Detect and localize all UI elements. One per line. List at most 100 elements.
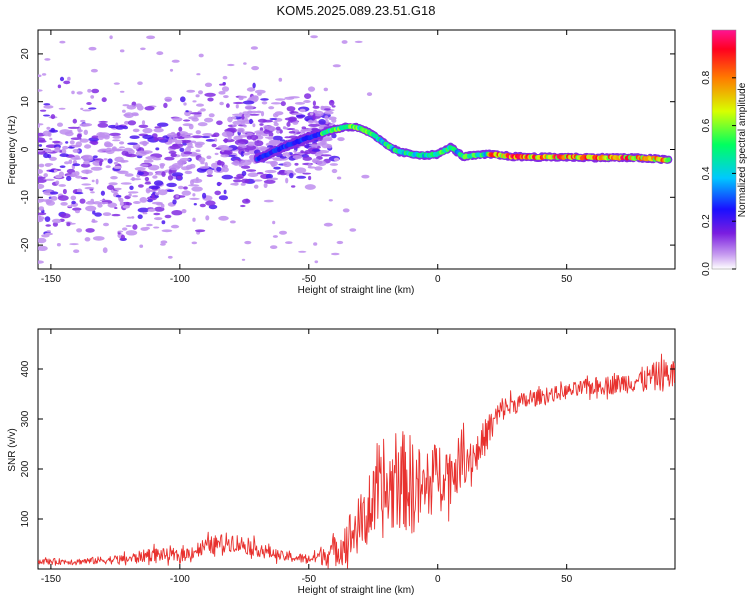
spectrogram-noise-blob [252, 123, 256, 128]
spectrogram-noise-blob [246, 87, 256, 92]
spectrogram-noise-blob [263, 129, 271, 134]
spectrogram-noise-blob [280, 101, 286, 107]
spectrogram-noise-blob [221, 174, 234, 180]
spectrogram-noise-blob [239, 112, 243, 116]
spectrogram-noise-blob [211, 134, 217, 137]
spectrogram-noise-blob [142, 212, 148, 215]
snr-x-tick-label: -50 [302, 574, 317, 585]
spectrogram-noise-blob [94, 212, 102, 217]
spectrogram-noise-blob [211, 143, 217, 148]
spectrogram-noise-blob [249, 134, 259, 141]
spectrogram-noise-blob [318, 119, 326, 125]
spectrogram-noise-blob [254, 140, 264, 147]
spectrogram-noise-blob [237, 139, 249, 144]
spectrogram-noise-blob [184, 147, 192, 153]
spectrogram-noise-blob [43, 103, 51, 106]
spectrogram-noise-blob [295, 114, 306, 118]
spectrogram-noise-blob [44, 163, 52, 167]
spectrogram-noise-blob [103, 158, 108, 161]
spectrogram-noise-blob [91, 88, 100, 94]
spectrogram-noise-blob [95, 178, 99, 185]
spectrogram-noise-blob [177, 136, 185, 140]
spectrogram-noise-blob [139, 197, 148, 203]
spectrogram-noise-blob [314, 166, 323, 171]
spectrogram-noise-blob [43, 178, 55, 181]
colorbar-tick-label: 0.8 [701, 70, 712, 84]
spectrogram-noise-blob [202, 133, 213, 137]
spectrogram-noise-blob [124, 195, 131, 200]
colorbar: 0.0 0.2 0.4 0.6 0.8 Normalized spectral ampl… [701, 29, 748, 276]
spectrogram-noise-blob [161, 229, 173, 233]
spectrogram-noise-blob [146, 223, 153, 227]
spectrogram-noise-blob [181, 190, 192, 196]
spectrogram-noise-blob [67, 126, 80, 129]
spectrogram-noise-blob [52, 218, 62, 224]
spectrogram-noise-blob [250, 46, 258, 50]
spectrogram-noise-blob [154, 126, 162, 129]
spectrogram-x-axis-label: Height of straight line (km) [298, 285, 415, 296]
spectrogram-noise-blob [92, 236, 105, 241]
spectrogram-noise-blob [272, 220, 276, 225]
spectrogram-noise-blob [153, 180, 164, 186]
spectrogram-noise-blob [177, 159, 187, 165]
spectrogram-noise-blob [244, 105, 254, 110]
spectrogram-noise-blob [97, 135, 104, 140]
spectrogram-noise-blob [190, 112, 202, 115]
spectrogram-noise-blob [90, 166, 103, 171]
spectrogram-noise-blob [112, 139, 121, 142]
spectrogram-noise-blob [200, 108, 206, 112]
spectrogram-noise-blob [222, 147, 228, 150]
spectrogram-noise-blob [269, 139, 281, 146]
spectrogram-noise-blob [134, 167, 146, 171]
spectrogram-noise-blob [366, 92, 373, 96]
spectrogram-noise-blob [269, 118, 278, 120]
spectrogram-noise-blob [300, 150, 304, 154]
spectrogram-noise-blob [202, 192, 207, 199]
spectrogram-noise-blob [110, 176, 118, 180]
spectrogram-noise-blob [106, 185, 115, 190]
spectrogram-noise-blob [44, 58, 51, 61]
spectrogram-noise-blob [67, 205, 73, 208]
spectrogram-noise-blob [46, 126, 51, 130]
spectrogram-noise-blob [308, 123, 320, 127]
spectrogram-noise-blob [241, 170, 247, 176]
spectrogram-noise-blob [113, 82, 120, 85]
spectrogram-noise-blob [163, 102, 168, 109]
spectrogram-noise-blob [204, 117, 214, 123]
spectrogram-noise-blob [109, 132, 121, 137]
spectrogram-noise-blob [126, 216, 132, 219]
spectrogram-noise-blob [189, 197, 200, 200]
spectrogram-noise-blob [151, 201, 163, 205]
spectrogram-noise-blob [199, 166, 210, 169]
spectrogram-noise-blob [197, 122, 208, 127]
spectrogram-noise-blob [282, 126, 287, 129]
spectrogram-noise-blob [42, 130, 51, 137]
spectrogram-noise-blob [164, 156, 175, 161]
spectrogram-noise-blob [207, 97, 214, 102]
spectrogram-noise-blob [238, 134, 248, 138]
spectrogram-noise-blob [125, 230, 138, 236]
spectrogram-noise-blob [62, 145, 69, 150]
spectrogram-noise-blob [170, 224, 180, 229]
spectrogram-noise-blob [194, 141, 205, 146]
spectrogram-noise-blob [199, 203, 206, 208]
spectrogram-noise-blob [301, 128, 313, 132]
spectrogram-noise-blob [232, 101, 245, 105]
spectrogram-noise-blob [127, 191, 139, 194]
spectrogram-noise-blob [310, 112, 314, 116]
spectrogram-noise-blob [190, 140, 197, 144]
spectrogram-noise-blob [72, 118, 78, 124]
spectrogram-noise-blob [79, 198, 86, 204]
spectrogram-noise-blob [191, 241, 198, 245]
spectrogram-noise-blob [38, 183, 45, 189]
spectrogram-noise-blob [198, 53, 204, 58]
spectrogram-noise-blob [155, 147, 160, 151]
spectrogram-noise-blob [50, 114, 56, 120]
spectrogram-noise-blob [43, 114, 50, 117]
spectrogram-noise-blob [188, 116, 198, 120]
spectrogram-noise-blob [97, 203, 103, 208]
spectrogram-noise-blob [132, 128, 140, 133]
spectrogram-noise-blob [156, 122, 169, 127]
spectrogram-noise-blob [324, 108, 331, 111]
spectrogram-noise-blob [161, 171, 166, 177]
